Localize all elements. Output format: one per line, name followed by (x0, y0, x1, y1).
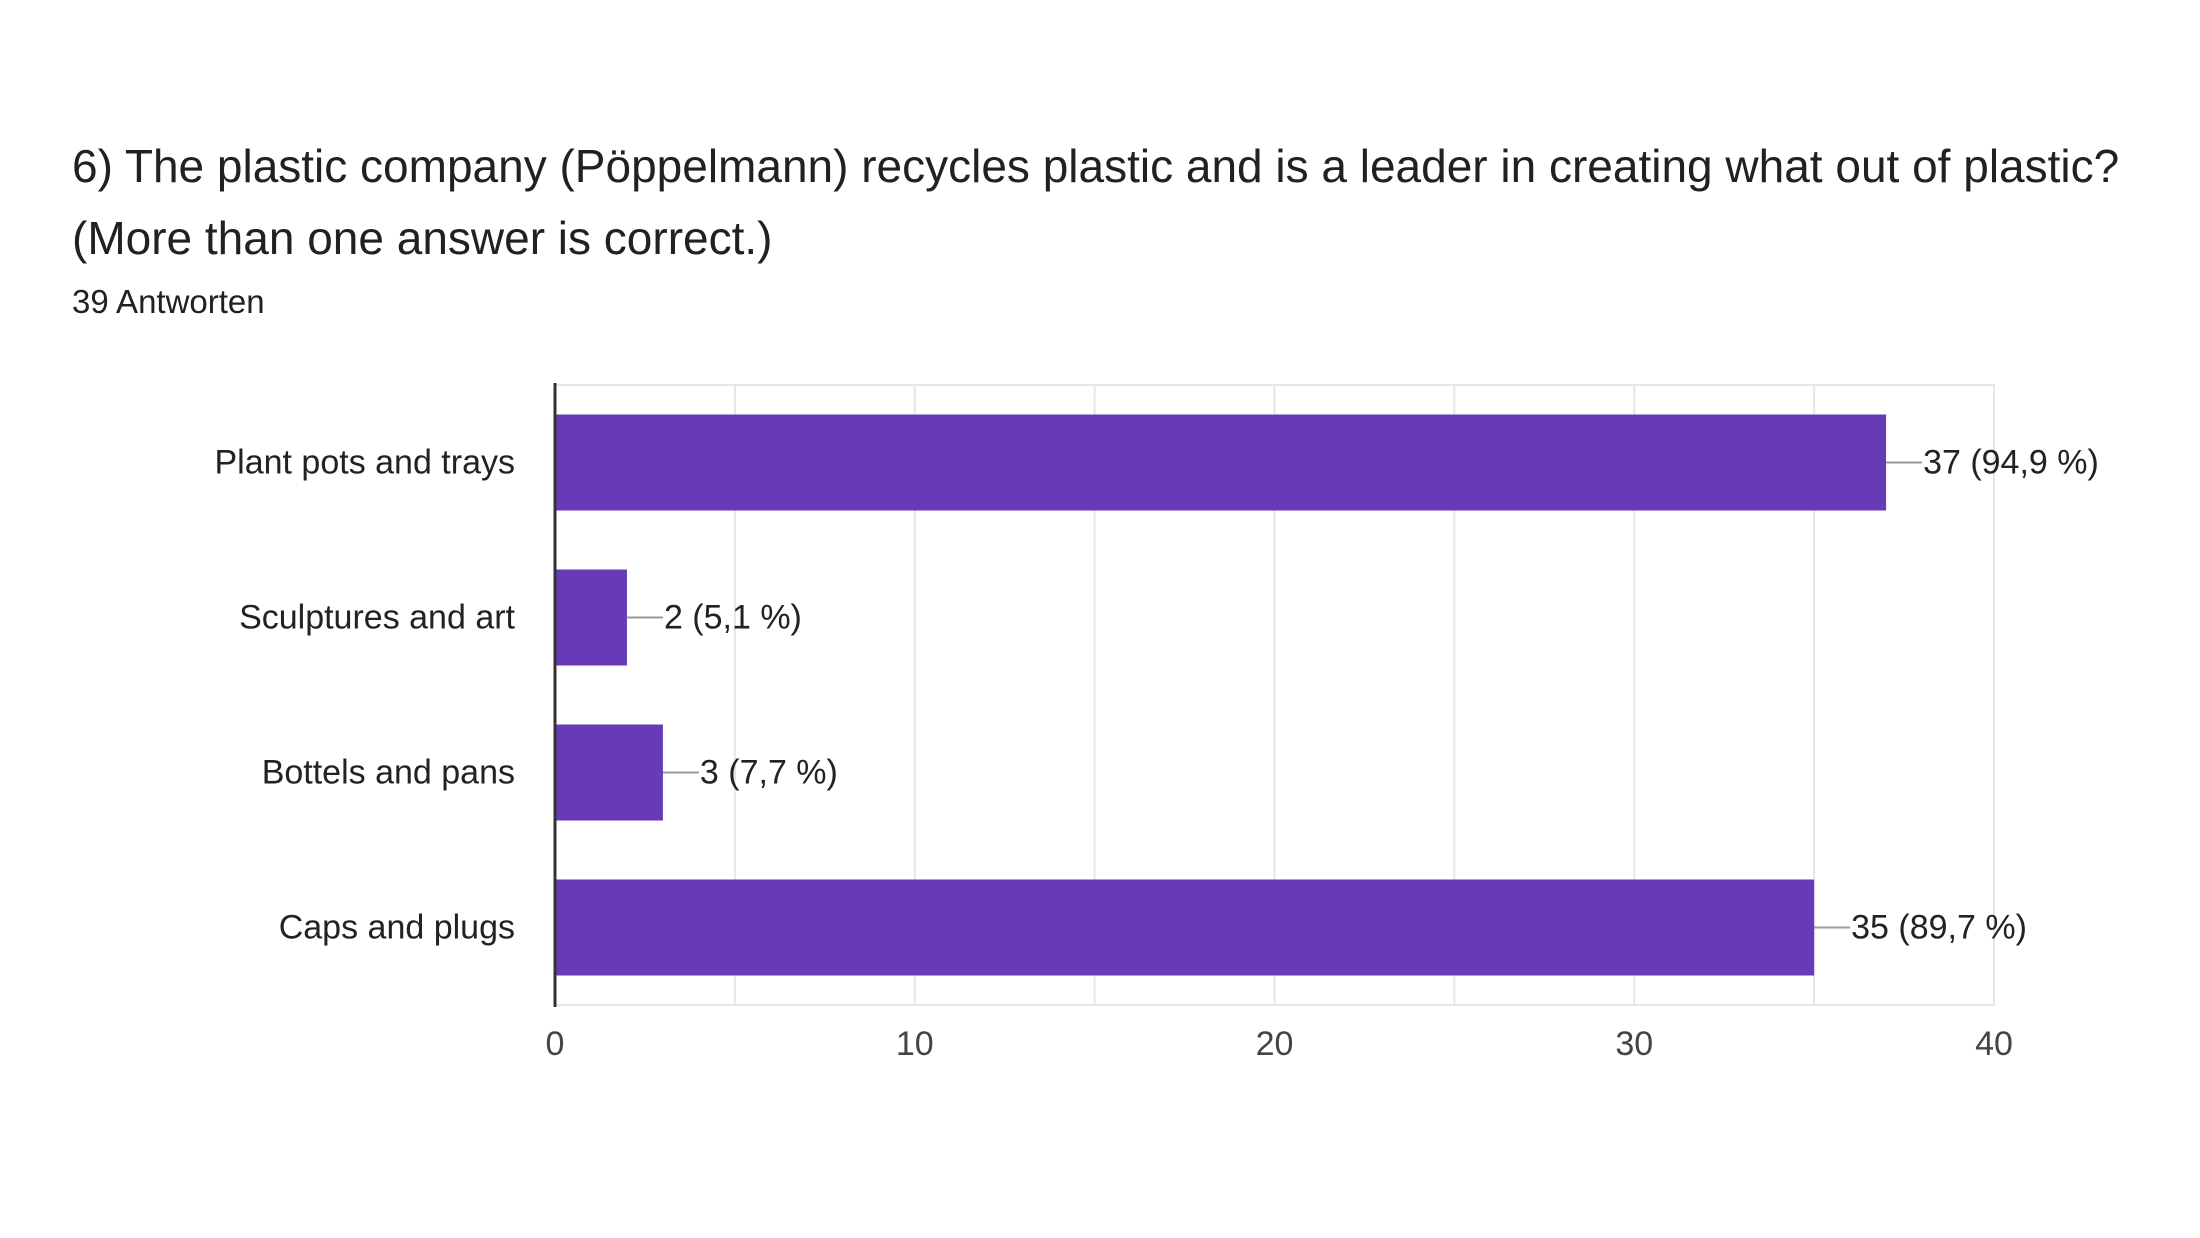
question-title: 6) The plastic company (Pöppelmann) recy… (72, 140, 2120, 264)
category-label: Sculptures and art (239, 599, 515, 637)
bar (555, 879, 1815, 976)
data-label: 2 (5,1 %) (664, 599, 802, 637)
x-tick-label: 20 (1256, 1025, 1294, 1063)
bar (555, 414, 1887, 511)
bar (555, 724, 663, 821)
category-label: Bottels and pans (262, 754, 515, 792)
category-label: Plant pots and trays (214, 444, 515, 482)
data-label: 35 (89,7 %) (1851, 909, 2027, 947)
response-count: 39 Antworten (72, 283, 265, 320)
x-tick-label: 40 (1975, 1025, 2013, 1063)
x-tick-label: 0 (546, 1025, 565, 1063)
category-label: Caps and plugs (279, 909, 515, 947)
x-tick-label: 10 (896, 1025, 934, 1063)
data-label: 3 (7,7 %) (700, 754, 838, 792)
x-tick-label: 30 (1615, 1025, 1653, 1063)
bar (555, 569, 627, 666)
data-label: 37 (94,9 %) (1923, 444, 2099, 482)
